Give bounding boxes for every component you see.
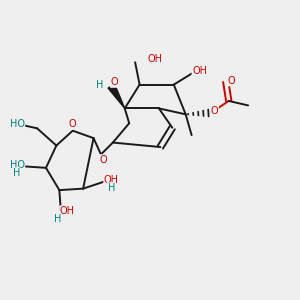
Text: O: O bbox=[110, 77, 118, 87]
Text: OH: OH bbox=[147, 54, 162, 64]
Text: OH: OH bbox=[192, 66, 207, 76]
Text: OH: OH bbox=[60, 206, 75, 216]
Text: O: O bbox=[69, 119, 76, 129]
Text: H: H bbox=[54, 214, 61, 224]
Polygon shape bbox=[108, 84, 125, 108]
Text: H: H bbox=[96, 80, 104, 90]
Text: HO: HO bbox=[10, 119, 25, 129]
Text: H: H bbox=[108, 183, 115, 193]
Text: H: H bbox=[13, 168, 20, 178]
Text: O: O bbox=[100, 155, 107, 165]
Text: OH: OH bbox=[104, 175, 119, 185]
Text: O: O bbox=[227, 76, 235, 86]
Text: O: O bbox=[211, 106, 218, 116]
Text: HO: HO bbox=[10, 160, 25, 170]
